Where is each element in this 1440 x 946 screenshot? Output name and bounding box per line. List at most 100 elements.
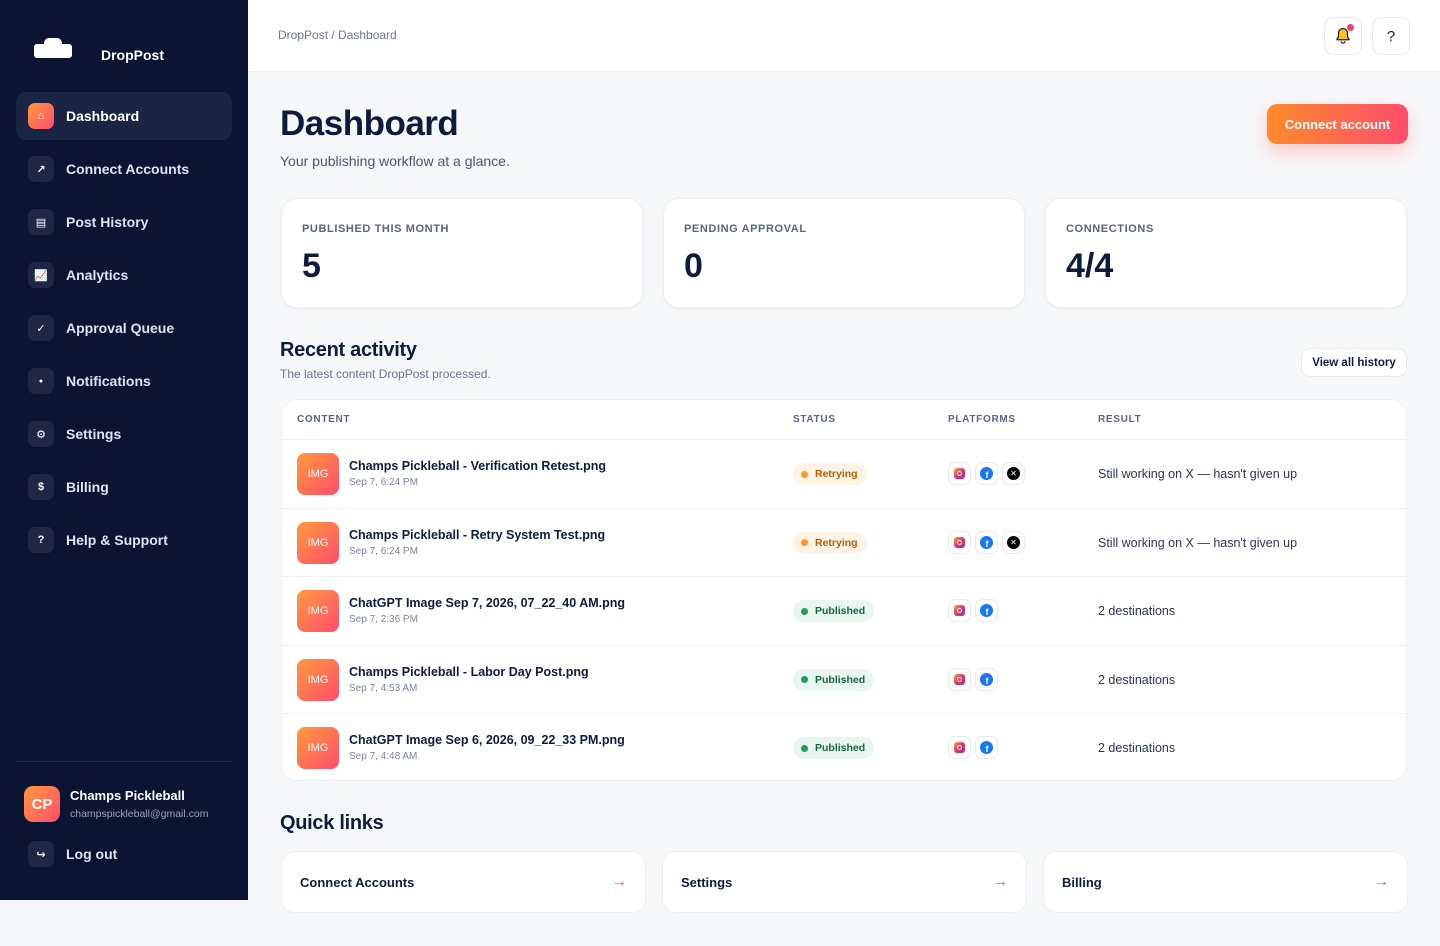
x-icon: ✕ — [1002, 530, 1025, 554]
content-name[interactable]: ChatGPT Image Sep 7, 2026, 07_22_40 AM.p… — [349, 596, 626, 611]
arrow-right-icon: → — [992, 873, 1008, 890]
status-badge: Published — [793, 600, 875, 623]
table-row[interactable]: IMG ChatGPT Image Sep 6, 2026, 09_22_33 … — [282, 714, 1406, 780]
stat-card-connections: CONNECTIONS 4/4 — [1045, 198, 1407, 308]
table-header: CONTENT STATUS PLATFORMS RESULT — [282, 400, 1406, 440]
recent-activity-subtitle: The latest content DropPost processed. — [280, 367, 491, 381]
view-all-history-button[interactable]: View all history — [1301, 348, 1407, 377]
sidebar-item-label: Notifications — [66, 373, 151, 389]
result-text: 2 destinations — [1098, 672, 1176, 687]
status-badge: Published — [793, 737, 875, 760]
status-label: Published — [815, 742, 866, 755]
content-name[interactable]: ChatGPT Image Sep 6, 2026, 09_22_33 PM.p… — [349, 733, 625, 748]
activity-table: CONTENT STATUS PLATFORMS RESULT IMG Cham… — [281, 399, 1407, 781]
facebook-icon: f — [975, 530, 998, 554]
instagram-icon — [948, 736, 971, 760]
table-row[interactable]: IMG Champs Pickleball - Verification Ret… — [282, 440, 1406, 509]
stat-label: PUBLISHED THIS MONTH — [302, 223, 450, 235]
content-name[interactable]: Champs Pickleball - Verification Retest.… — [349, 459, 607, 473]
connect-icon: ↗ — [28, 156, 54, 182]
stat-value: 0 — [684, 247, 703, 285]
brand-name: DropPost — [101, 47, 164, 63]
help-button[interactable]: ? — [1372, 17, 1410, 55]
history-icon: ▤ — [28, 209, 54, 235]
notifications-button[interactable] — [1324, 17, 1362, 55]
image-thumbnail: IMG — [297, 521, 339, 564]
bell-icon — [1336, 27, 1350, 44]
logout-button[interactable]: ↪ Log out — [28, 841, 117, 867]
table-row[interactable]: IMG Champs Pickleball - Retry System Tes… — [282, 509, 1406, 578]
table-row[interactable]: IMG Champs Pickleball - Labor Day Post.p… — [282, 646, 1406, 715]
home-icon: ⌂ — [28, 103, 54, 129]
page-title: Dashboard — [280, 104, 459, 143]
quick-link-settings[interactable]: Settings → — [662, 851, 1027, 913]
gear-icon: ⚙ — [28, 421, 54, 447]
sidebar-item-label: Approval Queue — [66, 320, 175, 336]
quick-link-label: Settings — [681, 875, 733, 890]
status-label: Published — [815, 673, 866, 686]
sidebar-item-label: Post History — [66, 214, 149, 230]
sidebar-item-notifications[interactable]: ● Notifications — [16, 357, 232, 405]
content-date: Sep 7, 6:24 PM — [349, 477, 418, 488]
instagram-icon — [948, 462, 971, 485]
quick-link-connect-accounts[interactable]: Connect Accounts → — [281, 851, 646, 913]
content-name[interactable]: Champs Pickleball - Retry System Test.pn… — [349, 527, 606, 542]
status-label: Retrying — [815, 536, 858, 549]
instagram-icon — [948, 530, 971, 554]
stat-card-published: PUBLISHED THIS MONTH 5 — [281, 198, 643, 308]
notification-icon: ● — [28, 368, 54, 394]
sidebar-item-analytics[interactable]: 📈 Analytics — [16, 251, 232, 299]
content-date: Sep 7, 6:24 PM — [349, 545, 418, 557]
sidebar-item-label: Settings — [66, 426, 122, 442]
sidebar-item-connect-accounts[interactable]: ↗ Connect Accounts — [16, 145, 232, 193]
page-subtitle: Your publishing workflow at a glance. — [280, 153, 510, 169]
stat-value: 5 — [302, 247, 321, 285]
image-thumbnail: IMG — [297, 658, 339, 701]
sidebar-divider — [16, 761, 232, 762]
status-label: Published — [815, 605, 866, 618]
sidebar-item-label: Dashboard — [66, 108, 140, 124]
help-icon: ? — [28, 527, 54, 553]
sidebar-item-help-support[interactable]: ? Help & Support — [16, 516, 232, 564]
sidebar-item-post-history[interactable]: ▤ Post History — [16, 198, 232, 246]
column-header-content: CONTENT — [297, 414, 351, 425]
logout-label: Log out — [66, 846, 118, 862]
platform-list: f — [948, 736, 1002, 760]
user-profile[interactable]: CP Champs Pickleball champspickleball@gm… — [24, 786, 208, 822]
connect-account-button[interactable]: Connect account — [1267, 104, 1408, 144]
arrow-right-icon: → — [611, 873, 627, 890]
sidebar-item-label: Help & Support — [66, 532, 168, 548]
facebook-icon: f — [975, 667, 998, 691]
x-icon: ✕ — [1002, 462, 1025, 485]
column-header-result: RESULT — [1098, 414, 1142, 425]
logout-icon: ↪ — [28, 841, 54, 867]
content-date: Sep 7, 2:36 PM — [349, 614, 418, 626]
image-thumbnail: IMG — [297, 453, 339, 495]
status-badge: Retrying — [793, 463, 867, 485]
instagram-icon — [948, 667, 971, 691]
facebook-icon: f — [975, 599, 998, 623]
user-name: Champs Pickleball — [70, 788, 185, 803]
check-icon: ✓ — [28, 315, 54, 341]
instagram-icon — [948, 599, 971, 623]
platform-list: f — [948, 667, 1002, 691]
sidebar-item-label: Analytics — [66, 267, 129, 283]
quick-link-label: Connect Accounts — [300, 875, 415, 890]
sidebar-item-approval-queue[interactable]: ✓ Approval Queue — [16, 304, 232, 352]
stat-value: 4/4 — [1066, 247, 1114, 285]
table-row[interactable]: IMG ChatGPT Image Sep 7, 2026, 07_22_40 … — [282, 577, 1406, 646]
result-text: 2 destinations — [1098, 741, 1176, 756]
brand[interactable]: DropPost — [32, 36, 164, 63]
recent-activity-title: Recent activity — [280, 339, 417, 361]
sidebar-item-billing[interactable]: $ Billing — [16, 463, 232, 511]
sidebar-item-settings[interactable]: ⚙ Settings — [16, 410, 232, 458]
column-header-platforms: PLATFORMS — [948, 414, 1016, 425]
content-date: Sep 7, 4:48 AM — [349, 751, 418, 763]
sidebar-item-label: Connect Accounts — [66, 161, 190, 177]
status-badge: Retrying — [793, 531, 867, 554]
sidebar-item-dashboard[interactable]: ⌂ Dashboard — [16, 92, 232, 140]
sidebar-nav: ⌂ Dashboard ↗ Connect Accounts ▤ Post Hi… — [16, 92, 232, 569]
quick-link-billing[interactable]: Billing → — [1043, 851, 1408, 913]
quick-link-label: Billing — [1062, 875, 1102, 890]
content-name[interactable]: Champs Pickleball - Labor Day Post.png — [349, 664, 589, 679]
